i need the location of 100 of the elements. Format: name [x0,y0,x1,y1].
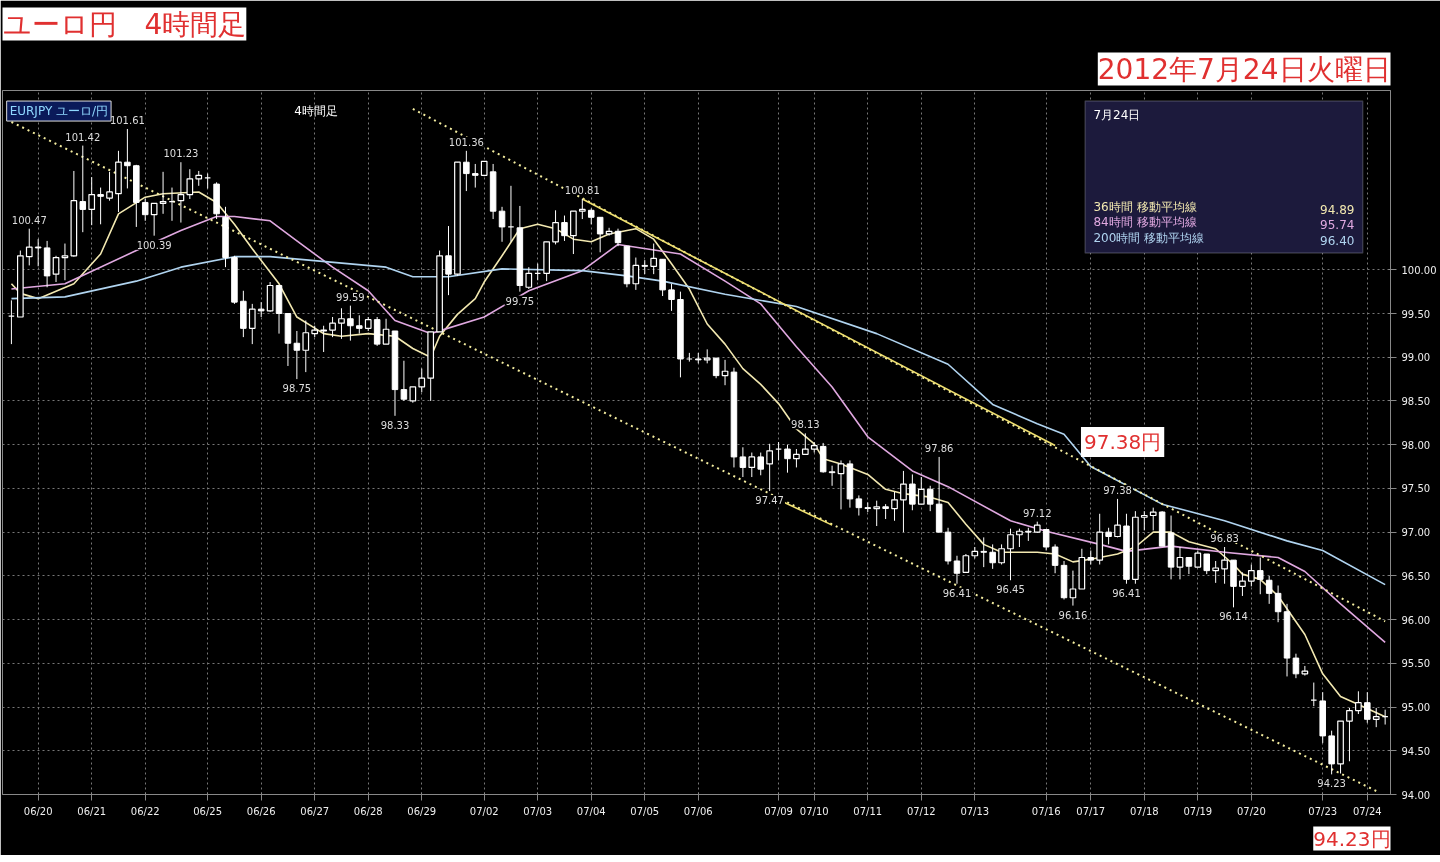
candlestick [61,243,69,281]
candlestick [97,187,104,225]
x-tick-label: 07/02 [469,805,499,817]
candlestick [578,198,586,220]
legend-title: 7月24日 [1093,108,1141,123]
candlestick [605,227,613,237]
y-tick-label: 99.50 [1401,308,1431,320]
text: 84時間 移動平均線 [1093,215,1197,230]
annotation: 96.40 [1320,233,1355,248]
x-tick-label: 07/18 [1129,805,1159,817]
candlestick [801,432,809,455]
candlestick [150,202,158,237]
candlestick [1042,529,1050,551]
candlestick [302,320,310,373]
candlestick [463,150,470,192]
candlestick [293,330,301,380]
x-tick-label: 06/22 [130,805,160,817]
x-tick-label: 07/04 [576,805,606,817]
text: 97.38 [1103,484,1132,496]
candlestick [596,216,604,253]
x-tick-label: 07/19 [1183,805,1213,817]
candlestick [1310,682,1318,707]
text: 98.33 [380,419,410,431]
candlestick [980,536,987,568]
candlestick [1364,691,1371,724]
text: 101.36 [448,136,484,148]
y-tick-label: 99.00 [1401,352,1431,364]
candlestick [1355,690,1362,715]
candlestick [650,243,658,275]
candlestick [248,303,256,345]
candlestick [141,198,149,222]
candlestick [917,476,925,505]
candlestick [632,257,640,291]
candlestick [124,128,131,189]
candlestick [748,452,756,478]
candlestick [186,168,194,200]
candlestick [1346,707,1353,762]
candlestick [891,491,898,522]
chart-title: ユーロ円 4時間足 [2,7,247,41]
candlestick [1114,498,1121,538]
text: 100.47 [11,214,47,226]
line-series [10,255,1386,586]
text: 101.61 [109,114,145,126]
x-tick-label: 07/11 [853,805,883,817]
candlestick [1265,575,1273,605]
text: 97.12 [1022,507,1052,519]
y-tick-label: 94.50 [1401,745,1431,757]
candlestick [88,176,96,226]
text: 94.23 [1317,778,1346,790]
x-tick-label: 07/20 [1236,805,1266,817]
x-tick-label: 06/28 [353,805,383,817]
text: 200時間 移動平均線 [1093,230,1205,245]
candlestick [1149,507,1157,531]
x-tick-label: 07/23 [1308,805,1338,817]
candlestick [1221,546,1228,585]
candlestick [1203,553,1211,575]
candlestick [552,209,559,245]
candlestick [757,452,764,476]
candlestick [1051,543,1059,574]
text: 96.45 [996,584,1025,596]
candlestick [1247,564,1255,587]
text: 101.23 [163,148,199,160]
text: 97.47 [755,495,784,507]
candlestick [793,448,800,468]
text: 100.39 [136,239,172,251]
candlestick [561,215,568,242]
candlestick [1007,528,1014,581]
candlestick [177,161,185,224]
candlestick [962,553,970,573]
y-tick-label: 98.00 [1401,439,1431,451]
x-tick-label: 06/20 [23,805,53,817]
text: 36時間 移動平均線 [1093,199,1197,214]
text: 99.75 [505,295,535,307]
y-tick-label: 98.50 [1401,395,1431,407]
candlestick [873,500,881,527]
x-tick-label: 07/13 [960,805,990,817]
text: 101.42 [65,131,101,143]
candlestick [926,485,934,512]
y-tick-label: 100.00 [1401,264,1437,276]
y-tick-label: 97.00 [1401,527,1431,539]
y-tick-label: 95.50 [1401,658,1431,670]
y-tick-label: 95.00 [1401,702,1431,714]
chart-subtitle: 2012年7月24日火曜日 [1097,52,1391,86]
text: 96.41 [942,587,972,599]
x-tick-label: 07/09 [764,805,793,817]
annotation: 4時間足 [294,104,338,119]
annotation: 94.89 [1320,202,1355,217]
candlestick [356,314,363,335]
candlestick [1016,528,1023,548]
text: 98.13 [791,419,820,431]
text: 97.86 [924,442,954,454]
candlestick [668,283,675,312]
text: 100.81 [564,184,600,196]
candlestick [837,459,845,510]
text: 98.75 [282,383,312,395]
candlestick [25,228,33,266]
candlestick [418,368,426,393]
candlestick [1257,557,1264,595]
y-tick-label: 96.00 [1401,614,1431,626]
text: 96.41 [1112,587,1141,599]
